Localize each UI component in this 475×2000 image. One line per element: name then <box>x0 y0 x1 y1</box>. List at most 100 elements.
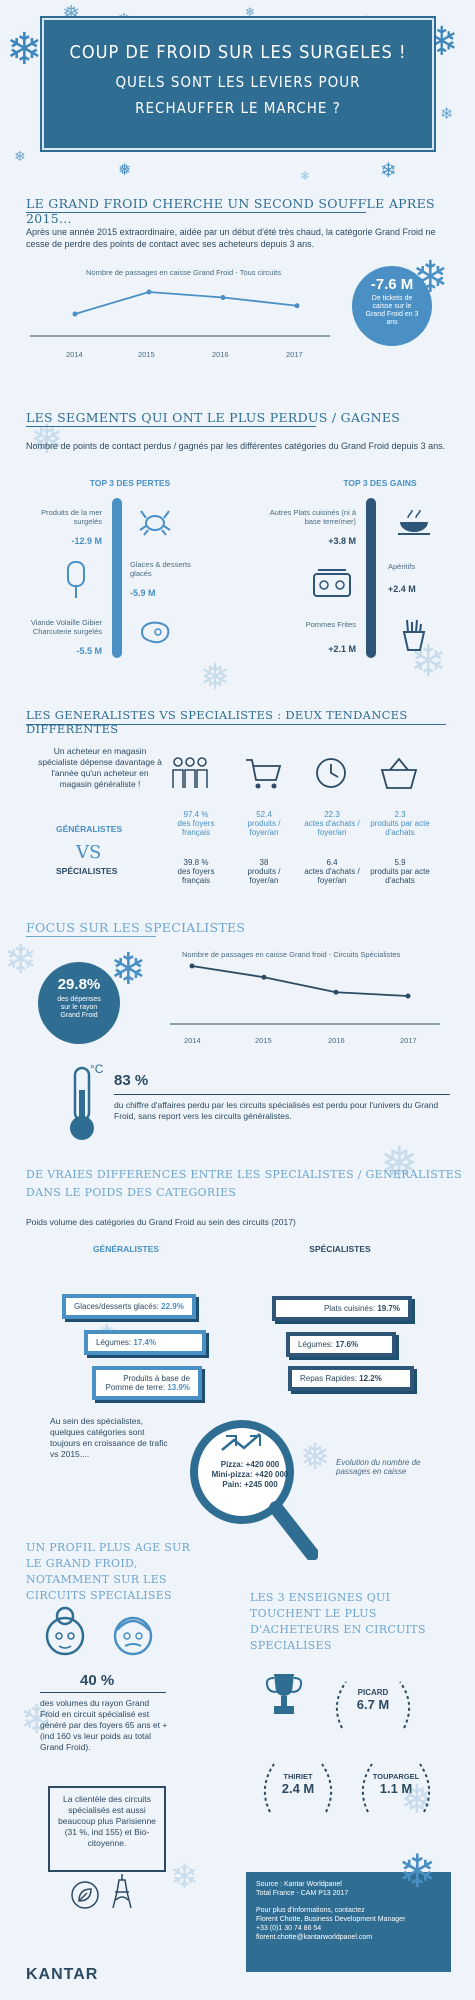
chart-point-2015 <box>146 289 152 295</box>
gen-weight-3-label: Produits à base de Pomme de terre: <box>105 1374 191 1392</box>
snowflake-icon: ❄ <box>170 1857 199 1897</box>
section2-underline <box>26 426 316 427</box>
chart-point-2017 <box>294 303 300 309</box>
growth-mini-pizza: Mini-pizza: +420 000 <box>211 1470 289 1479</box>
section4-underline <box>26 936 156 937</box>
title-line-1: COUP DE FROID SUR LES SURGELES ! <box>69 42 407 63</box>
chart2 <box>170 963 440 1025</box>
gains-bar <box>366 498 376 658</box>
title-line-3: RECHAUFFER LE MARCHE ? <box>135 99 341 117</box>
parisian-box-text: La clientèle des circuits spécialisés es… <box>58 1794 156 1848</box>
section3-underline <box>26 724 446 725</box>
spe-stat-3: 6.4 actes d'achats / foyer/an <box>302 858 362 885</box>
loss-2-label: Glaces & desserts glacés <box>130 560 191 578</box>
gen-stat-1-unit: des foyers français <box>177 819 215 837</box>
section5-title-1: DE VRAIES DIFFERENCES ENTRE LES SPECIALI… <box>26 1168 462 1181</box>
losses-bar <box>112 498 122 658</box>
growth-text: Au sein des spécialistes, quelques catég… <box>50 1416 168 1459</box>
kpi-circle-specialistes: 29.8% des dépenses sur le rayon Grand Fr… <box>38 962 120 1044</box>
gen-stat-4-value: 2.3 <box>394 810 406 819</box>
chart2-series-line <box>191 965 409 997</box>
contact-line-1: Pour plus d'informations, contactez <box>256 1907 365 1914</box>
chart-point-2016 <box>220 295 226 300</box>
gen-stat-2-value: 52.4 <box>256 810 272 819</box>
source-box: Source : Kantar Worldpanel Total France … <box>246 1872 451 1972</box>
chart-point-2016 <box>333 989 339 995</box>
chart-point-2014 <box>189 963 195 969</box>
basket-icon <box>380 756 418 795</box>
snowflake-icon: ❅ <box>200 657 231 698</box>
dish-icon <box>396 508 432 541</box>
loss-3-label: Viande Volaille Gibier Charcuterie surge… <box>30 618 102 636</box>
pct-83-text: du chiffre d'affaires perdu par les circ… <box>114 1100 439 1121</box>
steak-icon <box>138 618 172 651</box>
fries-icon <box>400 618 428 657</box>
spe-stat-4-value: 5.9 <box>394 858 406 867</box>
loss-2-value: -5.9 M <box>130 588 156 598</box>
spe-stat-2-value: 38 <box>259 858 269 867</box>
contact-line-2: Florent Chotte, Business Development Man… <box>256 1916 406 1923</box>
snowflake-icon: ❄ <box>398 1844 437 1898</box>
chart2-year-2015: 2015 <box>255 1036 272 1045</box>
celsius-symbol: °C <box>90 1062 104 1076</box>
kpi-text: De tickets de caisse sur le Grand Froid … <box>365 295 419 326</box>
spe-weight-1-label: Plats cuisinés: <box>323 1304 376 1313</box>
brand-1: PICARD 6.7 M <box>328 1672 418 1736</box>
kpi-circle-tickets: -7.6 M De tickets de caisse sur le Grand… <box>352 266 432 346</box>
chart1-series-line <box>74 291 298 315</box>
chart2-year-2016: 2016 <box>328 1036 345 1045</box>
chart-point-2017 <box>405 993 411 999</box>
chart2-year-2014: 2014 <box>184 1036 201 1045</box>
gen-stat-4: 2.3 produits par acte d'achats <box>370 810 430 837</box>
elderly-woman-icon <box>40 1606 90 1665</box>
people-icon <box>170 756 210 795</box>
growth-note: Evolution du nombre de passages en caiss… <box>336 1458 421 1476</box>
gen-weight-3-value: 13.9% <box>167 1383 190 1392</box>
kpi-spe-value: 29.8% <box>57 976 101 993</box>
gain-3-value: +2.1 M <box>328 644 356 654</box>
gen-weight-3: Produits à base de Pomme de terre: 13.9% <box>92 1366 202 1400</box>
gen-weight-2-value: 17.4% <box>133 1338 157 1347</box>
gen-stat-1-value: 97.4 % <box>183 810 209 819</box>
gen-stat-2-unit: produits / foyer/an <box>247 819 281 837</box>
spe-stat-4-unit: produits par acte d'achats <box>370 867 430 885</box>
section4-title: FOCUS SUR LES SPECIALISTES <box>26 920 246 935</box>
snowflake-icon: ❄ <box>300 169 311 183</box>
source-line-2: Total France - CAM P13 2017 <box>256 1890 349 1897</box>
pct-83-line <box>114 1094 450 1095</box>
title-banner: COUP DE FROID SUR LES SURGELES ! QUELS S… <box>40 16 436 152</box>
snowflake-icon: ❄ <box>6 24 43 75</box>
chart1-year-2016: 2016 <box>212 350 229 359</box>
spe-weight-2-value: 17.6% <box>335 1340 359 1349</box>
losses-header: TOP 3 DES PERTES <box>89 478 171 488</box>
chart1-caption: Nombre de passages en caisse Grand Froid… <box>86 268 281 277</box>
chart2-caption: Nombre de passages en caisse Grand froid… <box>182 950 401 959</box>
chart1-year-2014: 2014 <box>66 350 83 359</box>
spe-weight-1: Plats cuisinés: 19.7% <box>272 1296 412 1321</box>
gain-1-label: Autres Plats cuisinés (ni à base terre/m… <box>269 508 356 526</box>
section2-text: Nombre de points de contact perdus / gag… <box>26 441 446 451</box>
section1-underline <box>26 212 366 213</box>
loss-3-value: -5.5 M <box>76 646 102 656</box>
loss-1-value: -12.9 M <box>71 536 102 546</box>
parisian-box: La clientèle des circuits spécialisés es… <box>48 1786 166 1872</box>
spe-weight-3-value: 12.2% <box>359 1374 382 1383</box>
snowflake-icon: ❅ <box>380 1136 419 1190</box>
magnifier-icon <box>178 1410 319 1565</box>
spe-stat-1: 39.8 % des foyers français <box>166 858 226 885</box>
gen-weight-1-value: 22.9% <box>161 1302 184 1311</box>
section2-title: LES SEGMENTS QUI ONT LE PLUS PERDUS / GA… <box>26 410 401 425</box>
eiffel-tower-icon <box>110 1872 134 1915</box>
gen-weight-2-label: Légumes: <box>96 1338 132 1347</box>
snowflake-icon: ❅ <box>300 1437 331 1478</box>
gen-stat-3-unit: actes d'achats / foyer/an <box>304 819 360 837</box>
brand-1-name: PICARD <box>357 1688 389 1697</box>
snowflake-icon: ❄ <box>20 1697 54 1743</box>
gain-3-label: Pommes Frites <box>305 620 356 629</box>
section1-title: LE GRAND FROID CHERCHE UN SECOND SOUFFLE… <box>26 196 435 226</box>
section5-subtitle: Poids volume des catégories du Grand Fro… <box>26 1217 296 1227</box>
snowflake-icon: ❄ <box>110 944 147 995</box>
growth-pain: Pain: +245 000 <box>222 1480 278 1489</box>
clock-icon <box>314 756 348 795</box>
spe-stat-4: 5.9 produits par acte d'achats <box>370 858 430 885</box>
